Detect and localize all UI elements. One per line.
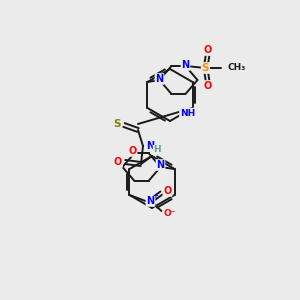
Text: O⁻: O⁻	[163, 208, 176, 217]
Text: S: S	[202, 63, 209, 73]
Text: N: N	[157, 160, 165, 170]
Text: NH: NH	[180, 109, 195, 118]
Text: N: N	[146, 141, 154, 151]
Text: O: O	[203, 81, 211, 91]
Text: H: H	[153, 146, 161, 154]
Text: O: O	[203, 45, 211, 55]
Text: O: O	[128, 146, 136, 156]
Text: O: O	[164, 186, 172, 196]
Text: O: O	[114, 157, 122, 167]
Text: N: N	[155, 74, 164, 84]
Text: N: N	[182, 60, 190, 70]
Text: CH₃: CH₃	[227, 64, 246, 73]
Text: +: +	[152, 193, 158, 199]
Text: S: S	[113, 119, 121, 129]
Text: N: N	[146, 196, 154, 206]
